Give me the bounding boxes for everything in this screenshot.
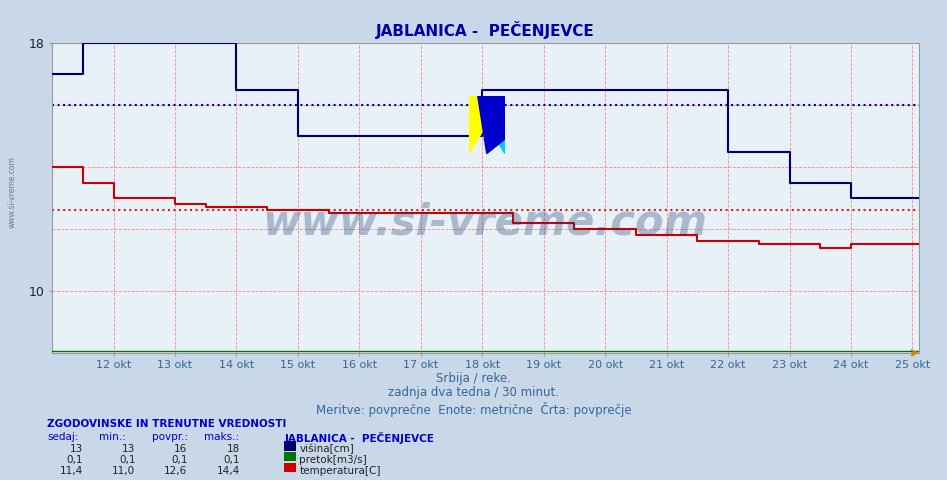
Text: 13: 13 [70, 444, 83, 454]
Text: 0,1: 0,1 [119, 455, 135, 465]
Text: 0,1: 0,1 [171, 455, 188, 465]
Text: 11,0: 11,0 [113, 466, 135, 476]
Text: Meritve: povprečne  Enote: metrične  Črta: povprečje: Meritve: povprečne Enote: metrične Črta:… [315, 402, 632, 417]
Text: Srbija / reke.: Srbija / reke. [436, 372, 511, 385]
Text: www.si-vreme.com: www.si-vreme.com [263, 202, 707, 244]
Text: 0,1: 0,1 [223, 455, 240, 465]
Text: 11,4: 11,4 [60, 466, 83, 476]
Text: zadnja dva tedna / 30 minut.: zadnja dva tedna / 30 minut. [388, 386, 559, 399]
Polygon shape [469, 96, 505, 154]
Text: maks.:: maks.: [204, 432, 239, 442]
Text: 12,6: 12,6 [164, 466, 188, 476]
Text: 14,4: 14,4 [216, 466, 240, 476]
Text: www.si-vreme.com: www.si-vreme.com [8, 156, 17, 228]
Text: temperatura[C]: temperatura[C] [299, 466, 381, 476]
Polygon shape [478, 96, 505, 154]
Text: višina[cm]: višina[cm] [299, 444, 354, 455]
Text: 13: 13 [122, 444, 135, 454]
Text: 0,1: 0,1 [67, 455, 83, 465]
Polygon shape [469, 96, 505, 154]
Text: 18: 18 [226, 444, 240, 454]
Text: sedaj:: sedaj: [47, 432, 79, 442]
Text: min.:: min.: [99, 432, 126, 442]
Text: JABLANICA -  PEČENJEVCE: JABLANICA - PEČENJEVCE [284, 432, 434, 444]
Text: pretok[m3/s]: pretok[m3/s] [299, 455, 367, 465]
Text: 16: 16 [174, 444, 188, 454]
Title: JABLANICA -  PEČENJEVCE: JABLANICA - PEČENJEVCE [376, 21, 595, 39]
Text: povpr.:: povpr.: [152, 432, 188, 442]
Text: ZGODOVINSKE IN TRENUTNE VREDNOSTI: ZGODOVINSKE IN TRENUTNE VREDNOSTI [47, 419, 287, 429]
